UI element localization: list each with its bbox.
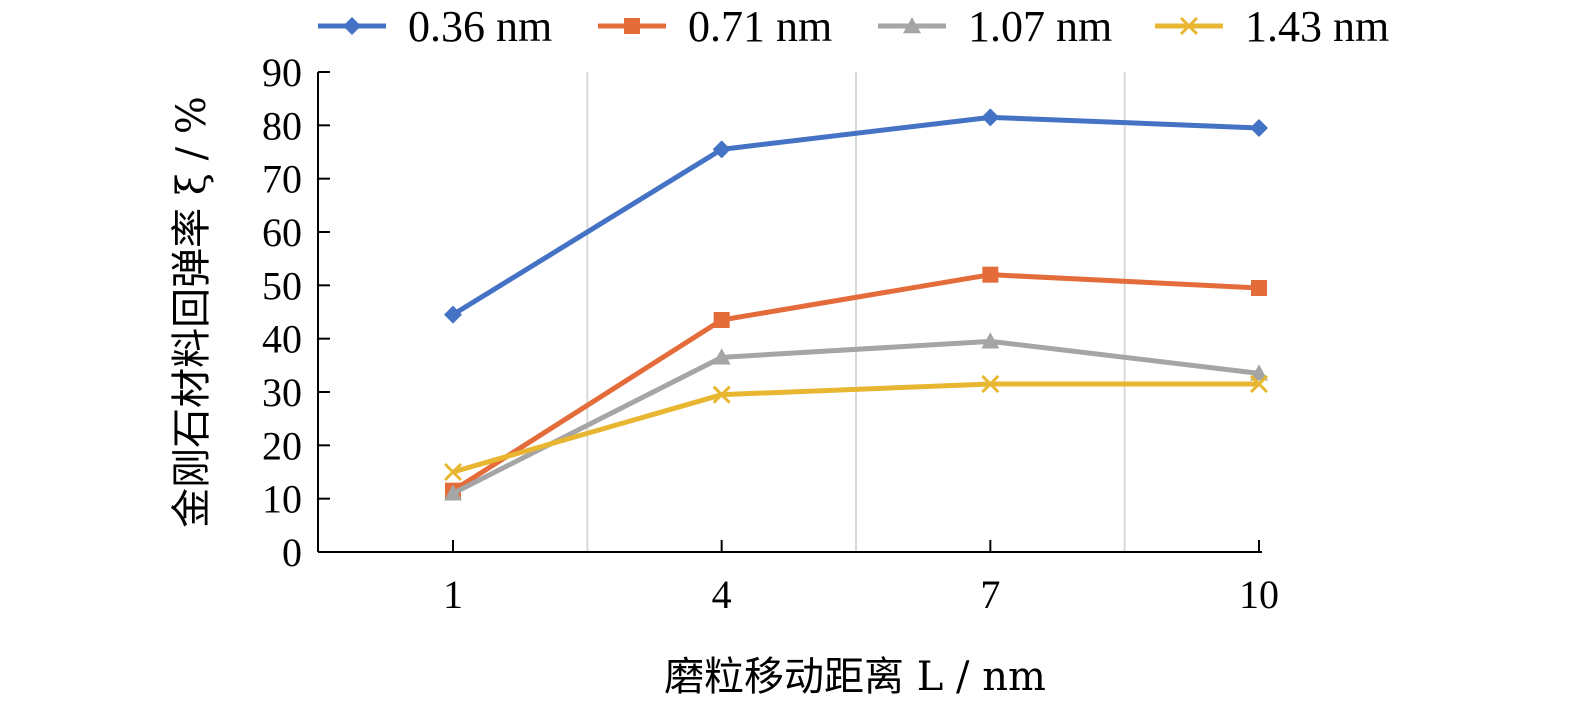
- data-point: [712, 385, 731, 404]
- legend-item: 1.07 nm: [878, 2, 1112, 51]
- data-point: [1250, 119, 1268, 137]
- series-line: [451, 272, 1260, 493]
- data-point: [443, 462, 463, 482]
- y-tick-label: 30: [262, 370, 302, 415]
- y-tick-label: 80: [262, 103, 302, 148]
- legend-marker: [624, 18, 640, 34]
- legend-marker: [1179, 16, 1199, 36]
- y-tick-label: 10: [262, 477, 302, 522]
- series-1-43-nm: [443, 374, 1269, 482]
- data-point: [444, 305, 462, 324]
- data-point: [981, 374, 1000, 394]
- y-tick-label: 40: [262, 317, 302, 362]
- series-line: [451, 338, 1260, 496]
- y-tick-label: 50: [262, 263, 302, 308]
- legend-item: 0.36 nm: [318, 2, 552, 51]
- data-point: [1251, 280, 1267, 296]
- series-line: [451, 114, 1260, 317]
- y-tick-label: 20: [262, 423, 302, 468]
- legend-label: 0.71 nm: [688, 2, 832, 51]
- data-point: [713, 312, 730, 328]
- gridlines: [586, 72, 1126, 552]
- data-point: [981, 332, 1000, 349]
- legend-label: 1.43 nm: [1245, 2, 1389, 51]
- legend-item: 1.43 nm: [1155, 2, 1389, 51]
- x-tick-label: 10: [1239, 572, 1279, 617]
- legend-label: 0.36 nm: [408, 2, 552, 51]
- legend: 0.36 nm 0.71 nm 1.07 nm 1.43 nm: [318, 2, 1389, 51]
- data-point: [712, 140, 731, 159]
- legend-item: 0.71 nm: [598, 2, 832, 51]
- x-tick-label: 1: [443, 572, 463, 617]
- data-point: [712, 348, 731, 365]
- series-0-36-nm: [444, 108, 1268, 324]
- x-tick-label: 4: [712, 572, 732, 617]
- y-tick-label: 60: [262, 210, 302, 255]
- data-point: [444, 484, 462, 501]
- x-tick-label: 7: [980, 572, 1000, 617]
- data-point: [1249, 374, 1269, 394]
- axes: [317, 71, 1262, 553]
- legend-label: 1.07 nm: [968, 2, 1112, 51]
- data-point: [981, 108, 1000, 127]
- y-tick-label: 0: [282, 530, 302, 575]
- series-line: [452, 381, 1259, 475]
- series-1-07-nm: [444, 332, 1268, 501]
- y-tick-label: 90: [262, 50, 302, 95]
- y-axis-title: 金刚石材料回弹率 ξ / %: [169, 96, 215, 528]
- y-tick-label: 70: [262, 157, 302, 202]
- legend-marker: [343, 17, 361, 35]
- x-axis-title: 磨粒移动距离 L / nm: [664, 654, 1046, 700]
- legend-marker: [903, 17, 921, 34]
- series-group: [443, 108, 1269, 501]
- data-point: [1250, 364, 1268, 381]
- data-point: [982, 266, 999, 283]
- tick-labels: 0 10 20 30 40 50 60 70 80 90 1 4 7 10: [262, 50, 1279, 617]
